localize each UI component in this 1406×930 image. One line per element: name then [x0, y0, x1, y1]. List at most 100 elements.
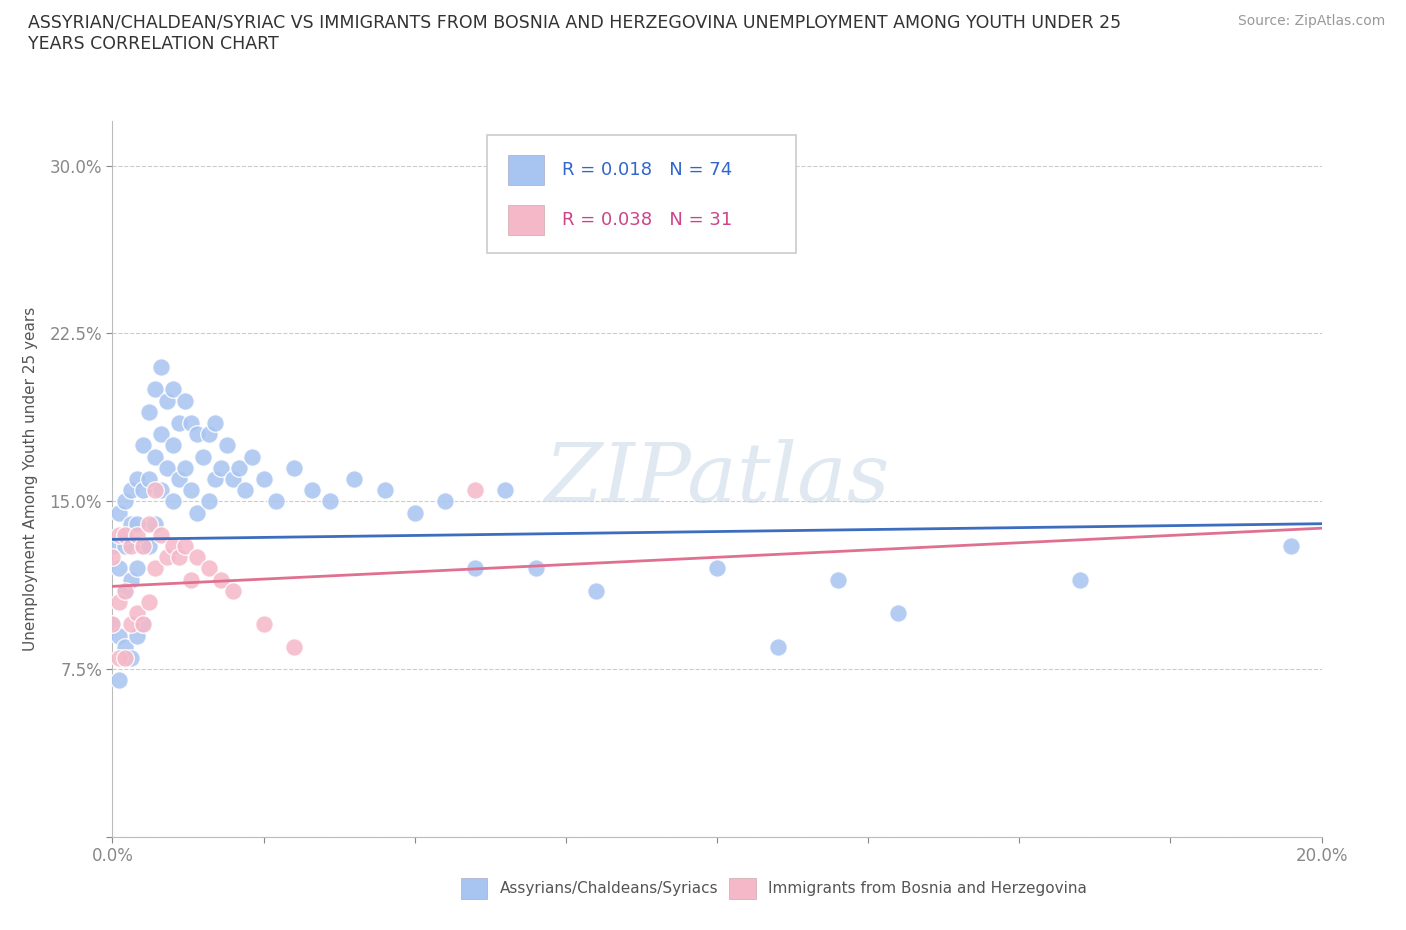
Point: [174, 538, 197, 553]
Point: [138, 538, 160, 553]
Point: [253, 617, 276, 631]
Point: [107, 594, 129, 609]
Point: [222, 472, 245, 486]
Point: [143, 516, 166, 531]
Point: [149, 427, 172, 442]
Point: [125, 561, 148, 576]
Point: [143, 561, 166, 576]
Text: R = 0.038   N = 31: R = 0.038 N = 31: [562, 211, 733, 230]
Point: [186, 427, 208, 442]
Point: [120, 617, 142, 631]
Point: [209, 460, 232, 475]
Point: [186, 505, 208, 520]
Point: [125, 527, 148, 542]
Point: [283, 460, 305, 475]
Point: [180, 416, 202, 431]
Text: ASSYRIAN/CHALDEAN/SYRIAC VS IMMIGRANTS FROM BOSNIA AND HERZEGOVINA UNEMPLOYMENT : ASSYRIAN/CHALDEAN/SYRIAC VS IMMIGRANTS F…: [28, 14, 1121, 53]
Point: [138, 594, 160, 609]
FancyBboxPatch shape: [508, 206, 544, 235]
Point: [198, 427, 221, 442]
Point: [132, 438, 155, 453]
Point: [125, 472, 148, 486]
Point: [114, 583, 136, 598]
Point: [180, 572, 202, 587]
Point: [186, 550, 208, 565]
Point: [283, 639, 305, 654]
Point: [827, 572, 849, 587]
Point: [228, 460, 250, 475]
Point: [156, 550, 179, 565]
Point: [301, 483, 323, 498]
Point: [156, 393, 179, 408]
Point: [180, 483, 202, 498]
Point: [495, 483, 517, 498]
Point: [107, 628, 129, 643]
Point: [204, 472, 226, 486]
Text: ZIPatlas: ZIPatlas: [544, 439, 890, 519]
Point: [143, 483, 166, 498]
Point: [766, 639, 789, 654]
Y-axis label: Unemployment Among Youth under 25 years: Unemployment Among Youth under 25 years: [24, 307, 38, 651]
Point: [149, 360, 172, 375]
Point: [107, 673, 129, 688]
Point: [162, 438, 184, 453]
Point: [174, 393, 197, 408]
Text: Assyrians/Chaldeans/Syriacs: Assyrians/Chaldeans/Syriacs: [499, 881, 718, 897]
Point: [319, 494, 342, 509]
Point: [132, 617, 155, 631]
Point: [464, 561, 486, 576]
Text: Source: ZipAtlas.com: Source: ZipAtlas.com: [1237, 14, 1385, 28]
Point: [198, 494, 221, 509]
Point: [125, 605, 148, 620]
Point: [125, 628, 148, 643]
Point: [101, 538, 124, 553]
Point: [240, 449, 263, 464]
Point: [138, 405, 160, 419]
FancyBboxPatch shape: [488, 135, 796, 253]
Point: [1279, 538, 1302, 553]
Point: [167, 416, 190, 431]
Point: [404, 505, 426, 520]
Point: [138, 516, 160, 531]
Point: [114, 639, 136, 654]
FancyBboxPatch shape: [508, 155, 544, 185]
Point: [887, 605, 910, 620]
Point: [156, 460, 179, 475]
Point: [132, 538, 155, 553]
Point: [132, 538, 155, 553]
Point: [162, 382, 184, 397]
Point: [191, 449, 214, 464]
Point: [162, 538, 184, 553]
Point: [167, 472, 190, 486]
Point: [343, 472, 366, 486]
Point: [433, 494, 456, 509]
Point: [107, 505, 129, 520]
Point: [138, 472, 160, 486]
Point: [120, 651, 142, 666]
Point: [120, 483, 142, 498]
Point: [222, 583, 245, 598]
Point: [114, 527, 136, 542]
Point: [1069, 572, 1091, 587]
Point: [374, 483, 396, 498]
Text: Immigrants from Bosnia and Herzegovina: Immigrants from Bosnia and Herzegovina: [768, 881, 1087, 897]
Point: [101, 617, 124, 631]
Point: [464, 483, 486, 498]
Point: [107, 527, 129, 542]
Point: [253, 472, 276, 486]
Point: [107, 561, 129, 576]
Text: R = 0.018   N = 74: R = 0.018 N = 74: [562, 161, 733, 179]
Point: [114, 651, 136, 666]
Point: [143, 382, 166, 397]
Point: [217, 438, 239, 453]
Point: [149, 527, 172, 542]
Point: [162, 494, 184, 509]
Point: [101, 550, 124, 565]
Point: [125, 516, 148, 531]
Point: [143, 449, 166, 464]
Point: [585, 583, 607, 598]
Point: [524, 561, 547, 576]
Point: [114, 494, 136, 509]
Point: [174, 460, 197, 475]
Point: [706, 561, 728, 576]
